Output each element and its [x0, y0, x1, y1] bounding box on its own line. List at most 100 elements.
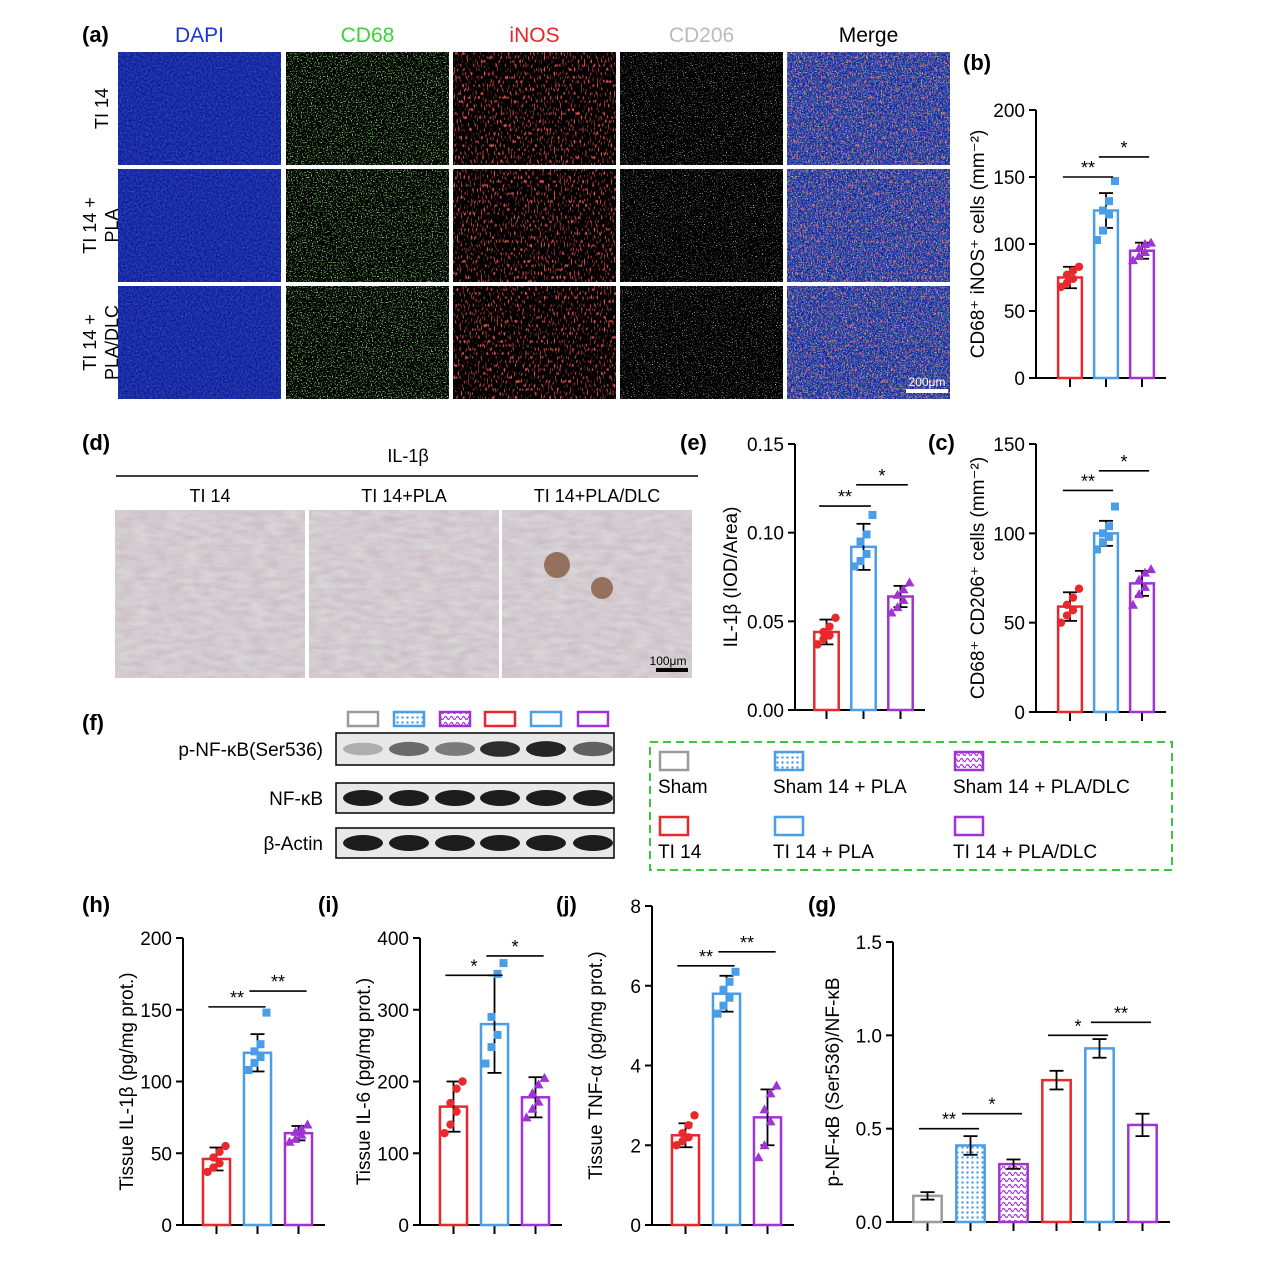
data-point [1128, 255, 1138, 265]
blot-band [480, 835, 520, 851]
y-tick-label: 1.5 [856, 933, 882, 954]
panel-label-b: (b) [963, 50, 991, 75]
bar [1056, 276, 1084, 380]
data-point [765, 1116, 776, 1126]
y-tick-label: 0 [1014, 703, 1025, 724]
y-tick-label: 0.15 [747, 435, 784, 456]
bar [1041, 1078, 1072, 1224]
data-point [1099, 226, 1107, 235]
panel-label-i: (i) [318, 892, 339, 917]
if-row-title: TI 14 + PLA [80, 197, 122, 254]
data-point [684, 1133, 693, 1142]
if-image-tile [787, 286, 950, 399]
data-point [1062, 270, 1072, 280]
data-point [499, 959, 508, 968]
if-image-tile [286, 286, 449, 399]
data-point [209, 1163, 218, 1172]
bar [1092, 532, 1120, 714]
data-point [539, 1072, 550, 1082]
data-point [856, 557, 865, 566]
lane-marker [576, 710, 610, 728]
band-label: β-Actin [264, 834, 324, 855]
chart-g: 0.00.51.01.5p-NF-κB (Ser536)/NF-κB ****** [823, 933, 1170, 1234]
significance-label: * [1120, 138, 1127, 158]
significance-label: ** [838, 487, 852, 507]
data-point [527, 1087, 538, 1097]
y-tick-label: 0.0 [856, 1213, 882, 1234]
if-image-tile [118, 286, 281, 399]
data-point [1056, 282, 1066, 292]
data-point [533, 1096, 544, 1106]
blot-band [343, 742, 383, 756]
blot-band [526, 790, 566, 806]
chart-i: 0 100 200 300 400 Tissue IL-6 (pg/mg prot.) * * [354, 929, 562, 1237]
data-point [1068, 274, 1078, 284]
legend-label: Sham 14 + PLA [773, 777, 907, 798]
data-point [1140, 247, 1150, 257]
y-tick-label: 0.00 [747, 701, 784, 722]
if-image-tile [453, 286, 616, 399]
significance-label: ** [699, 947, 713, 967]
data-point [481, 1059, 490, 1068]
data-point [719, 985, 728, 994]
data-point [765, 1088, 776, 1098]
significance-label: * [511, 937, 518, 957]
y-tick-label: 0 [1014, 369, 1025, 390]
data-point [759, 1104, 770, 1114]
if-row-title: TI 14 [92, 88, 112, 129]
ihc-image-tile [309, 510, 499, 678]
blot-band [389, 741, 429, 757]
data-point [1056, 618, 1066, 627]
data-point [284, 1136, 295, 1146]
data-point [493, 969, 502, 978]
data-point [725, 977, 734, 986]
data-point [813, 640, 822, 649]
data-point [1062, 611, 1072, 620]
data-point [290, 1126, 301, 1136]
data-point [1134, 574, 1144, 584]
significance-label: ** [740, 933, 754, 953]
data-point [203, 1167, 212, 1177]
y-axis-label: Tissue TNF-α (pg/mg prot.) [586, 951, 607, 1179]
significance-label: ** [1081, 471, 1095, 491]
y-tick-label: 0.10 [747, 524, 784, 545]
blot-band [343, 790, 383, 806]
y-tick-label: 50 [1004, 614, 1025, 635]
ihc-column-title: TI 14 [189, 486, 230, 506]
legend-label: Sham [658, 777, 708, 798]
bar [1128, 249, 1156, 380]
y-tick-label: 0 [398, 1216, 409, 1237]
data-point [1146, 237, 1156, 247]
if-image-tile [286, 169, 449, 282]
bar [1127, 1123, 1158, 1224]
legend-swatch [773, 815, 805, 837]
significance-label: ** [1081, 158, 1095, 178]
data-point [533, 1079, 544, 1089]
data-point [1062, 600, 1072, 609]
data-point [1105, 210, 1113, 219]
data-point [1140, 581, 1150, 591]
y-axis-label: Tissue IL-1β (pg/mg prot.) [117, 972, 138, 1190]
blot-band [435, 835, 475, 851]
data-point [1068, 266, 1078, 275]
y-tick-label: 2 [630, 1136, 641, 1157]
data-point [256, 1040, 265, 1049]
data-point [1093, 545, 1101, 554]
data-point [892, 589, 903, 599]
data-point [1093, 235, 1101, 244]
y-tick-label: 400 [377, 929, 409, 950]
band-label: NF-κB [269, 789, 323, 810]
blot-band [480, 741, 520, 757]
data-point [521, 1112, 532, 1122]
data-point [215, 1159, 224, 1168]
ihc-scale-bar-label: 100μm [650, 654, 687, 668]
if-image-tile [787, 52, 950, 165]
significance-label: ** [1114, 1003, 1128, 1023]
legend-swatch [658, 750, 690, 772]
data-point [886, 607, 897, 617]
y-axis-label: Tissue IL-6 (pg/mg prot.) [354, 978, 375, 1185]
data-point [713, 1009, 722, 1018]
if-image-tile [118, 52, 281, 165]
data-point [452, 1107, 461, 1116]
